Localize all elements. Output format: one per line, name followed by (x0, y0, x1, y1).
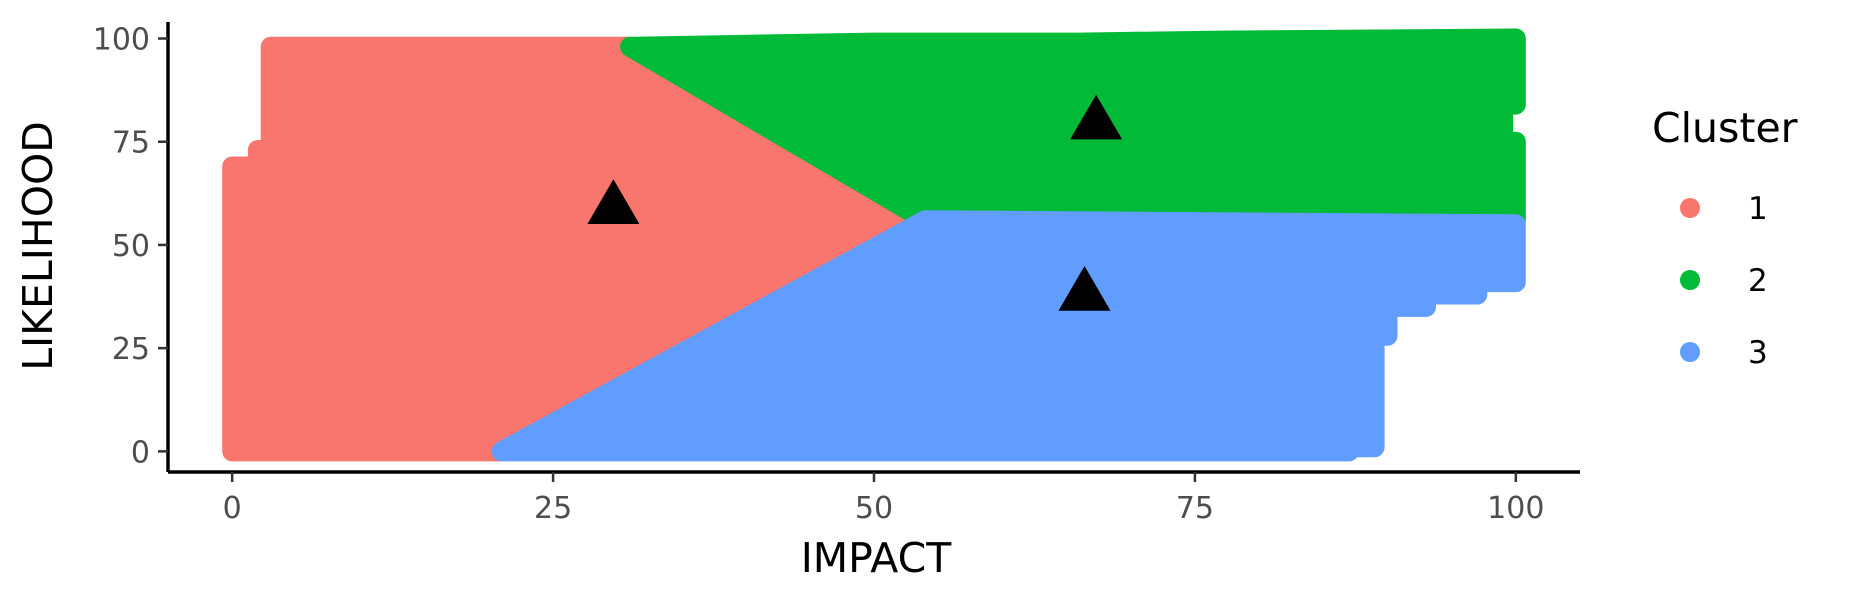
legend: Cluster 1 2 3 (1652, 104, 1798, 371)
legend-label-1: 1 (1748, 191, 1768, 227)
x-tick-label: 25 (534, 491, 572, 526)
axis-ticks: 0 25 50 75 100 0 25 50 75 100 (93, 23, 1545, 526)
y-tick-label: 75 (112, 126, 150, 161)
centroid-2-marker (1070, 94, 1123, 140)
centroid-3-marker (1058, 266, 1111, 311)
cluster-3-region (491, 210, 1526, 462)
legend-key-1 (1680, 198, 1700, 218)
x-tick-label: 100 (1487, 491, 1544, 526)
legend-label-3: 3 (1748, 335, 1768, 371)
x-tick-label: 0 (223, 491, 242, 526)
y-tick-label: 100 (93, 23, 150, 58)
legend-title: Cluster (1652, 104, 1798, 152)
y-tick-label: 0 (131, 435, 150, 470)
centroid-markers (587, 94, 1123, 311)
centroid-1-marker (587, 179, 640, 224)
y-axis-title: LIKELIHOOD (14, 121, 62, 371)
legend-key-3 (1680, 342, 1700, 362)
legend-key-2 (1680, 270, 1700, 290)
legend-label-2: 2 (1748, 263, 1768, 299)
x-tick-label: 50 (855, 491, 893, 526)
x-tick-label: 75 (1176, 491, 1214, 526)
cluster-regions (222, 28, 1526, 462)
x-axis-title: IMPACT (801, 534, 953, 582)
y-tick-label: 50 (112, 229, 150, 264)
y-tick-label: 25 (112, 332, 150, 367)
